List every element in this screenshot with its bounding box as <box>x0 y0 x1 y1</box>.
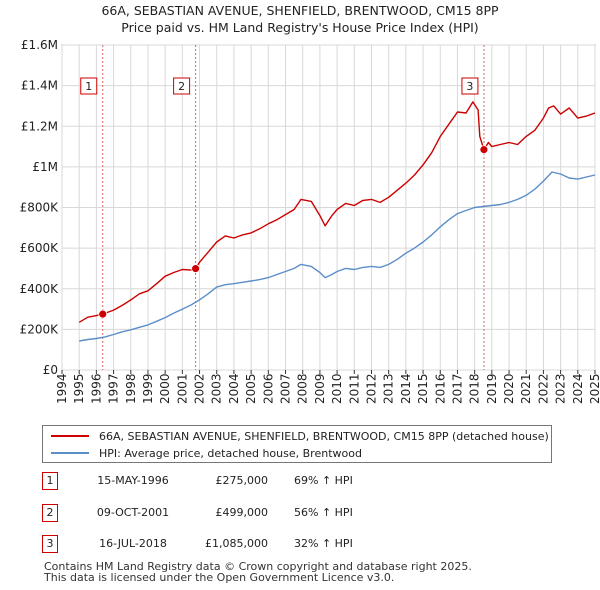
x-tick-label: 2004 <box>227 373 241 404</box>
x-tick-label: 1994 <box>55 373 69 404</box>
x-tick-label: 2012 <box>364 373 378 404</box>
legend-item-property: 66A, SEBASTIAN AVENUE, SHENFIELD, BRENTW… <box>51 428 549 444</box>
x-tick-label: 2003 <box>210 373 224 404</box>
sale-label-text: 2 <box>178 80 185 93</box>
footer-copyright: Contains HM Land Registry data © Crown c… <box>44 560 472 573</box>
legend-item-hpi: HPI: Average price, detached house, Bren… <box>51 445 362 461</box>
sale-label-box <box>173 77 191 95</box>
y-tick-label: £600K <box>20 241 60 255</box>
chart-title: 66A, SEBASTIAN AVENUE, SHENFIELD, BRENTW… <box>0 2 600 36</box>
x-tick-label: 2001 <box>175 373 189 404</box>
x-tick-label: 2007 <box>279 373 293 404</box>
sale-label-box <box>80 77 98 95</box>
x-tick-label: 2025 <box>588 373 600 404</box>
chart-title-line2: Price paid vs. HM Land Registry's House … <box>121 20 479 35</box>
x-tick-label: 2017 <box>450 373 464 404</box>
sale-row: 3 16-JUL-2018 £1,085,000 32% ↑ HPI <box>42 535 462 553</box>
legend-label-property: 66A, SEBASTIAN AVENUE, SHENFIELD, BRENTW… <box>99 429 549 443</box>
sale-label-text: 1 <box>85 80 92 93</box>
sale-price: £275,000 <box>215 474 269 487</box>
sale-point <box>479 145 489 155</box>
x-tick-label: 2024 <box>571 373 585 404</box>
x-tick-label: 1998 <box>124 373 138 404</box>
x-tick-label: 2008 <box>296 373 310 404</box>
y-tick-label: £1.6M <box>21 38 58 52</box>
x-tick-label: 2018 <box>468 373 482 404</box>
x-tick-label: 2014 <box>399 373 413 404</box>
x-tick-label: 2005 <box>244 373 258 404</box>
y-tick-label: £800K <box>20 201 60 215</box>
sale-point <box>98 309 108 319</box>
footer-licence: This data is licensed under the Open Gov… <box>44 571 395 584</box>
series <box>78 101 596 342</box>
x-tick-label: 2019 <box>485 373 499 404</box>
series-line-property <box>78 101 596 323</box>
sale-point <box>191 264 200 274</box>
x-tick-label: 2023 <box>554 373 568 404</box>
sale-row: 1 15-MAY-1996 £275,000 69% ↑ HPI <box>42 472 462 490</box>
footer: Contains HM Land Registry data © Crown c… <box>44 561 472 583</box>
legend-label-hpi: HPI: Average price, detached house, Bren… <box>99 446 362 460</box>
x-tick-label: 1997 <box>107 373 121 404</box>
x-tick-label: 2016 <box>433 373 447 404</box>
sale-marker-badge: 3 <box>42 535 58 553</box>
x-tick-label: 2022 <box>536 373 550 404</box>
y-tick-label: £200K <box>20 322 60 336</box>
x-tick-label: 1995 <box>72 373 86 404</box>
sale-date: 16-JUL-2018 <box>99 537 167 550</box>
sale-row: 2 09-OCT-2001 £499,000 56% ↑ HPI <box>42 504 462 522</box>
sale-date: 15-MAY-1996 <box>97 474 169 487</box>
y-tick-label: £1.4M <box>21 79 58 93</box>
legend-swatch-property <box>51 435 89 437</box>
y-axis: £0 £200K £400K £600K £800K £1M £1.2M £1.4M £1.6M <box>20 38 60 377</box>
x-tick-label: 2009 <box>313 373 327 404</box>
legend: 66A, SEBASTIAN AVENUE, SHENFIELD, BRENTW… <box>42 425 552 463</box>
legend-swatch-hpi <box>51 452 89 454</box>
chart-title-line1: 66A, SEBASTIAN AVENUE, SHENFIELD, BRENTW… <box>101 3 499 18</box>
sale-marker-badge: 2 <box>42 504 58 522</box>
sale-hpi-change: 56% ↑ HPI <box>294 506 353 519</box>
x-tick-label: 2006 <box>261 373 275 404</box>
series-line-hpi <box>79 171 596 342</box>
x-tick-label: 2010 <box>330 373 344 404</box>
x-tick-label: 2000 <box>158 373 172 404</box>
x-tick-label: 2021 <box>519 373 533 404</box>
sale-hpi-change: 69% ↑ HPI <box>294 474 353 487</box>
sale-price: £499,000 <box>215 506 269 519</box>
sale-label-text: 3 <box>466 80 473 93</box>
sale-price: £1,085,000 <box>205 537 268 550</box>
y-tick-label: £400K <box>20 282 60 296</box>
y-tick-label: £1M <box>32 160 58 174</box>
x-tick-label: 1996 <box>89 373 103 404</box>
sale-marker-badge: 1 <box>42 472 58 490</box>
sale-label-box <box>461 77 479 95</box>
sale-hpi-change: 32% ↑ HPI <box>294 537 353 550</box>
y-tick-label: £0 <box>43 363 58 377</box>
grid <box>61 44 596 371</box>
x-tick-label: 1999 <box>141 373 155 404</box>
x-axis: 1994 1995 1996 1997 1998 1999 2000 2001 2002 2003… <box>55 370 600 404</box>
x-tick-label: 2013 <box>382 373 396 404</box>
sale-markers: 1 2 3 <box>80 77 489 319</box>
x-tick-label: 2011 <box>347 373 361 404</box>
y-tick-label: £1.2M <box>21 119 58 133</box>
sale-date: 09-OCT-2001 <box>96 506 170 519</box>
x-tick-label: 2002 <box>193 373 207 404</box>
x-tick-label: 2015 <box>416 373 430 404</box>
x-tick-label: 2020 <box>502 373 516 404</box>
